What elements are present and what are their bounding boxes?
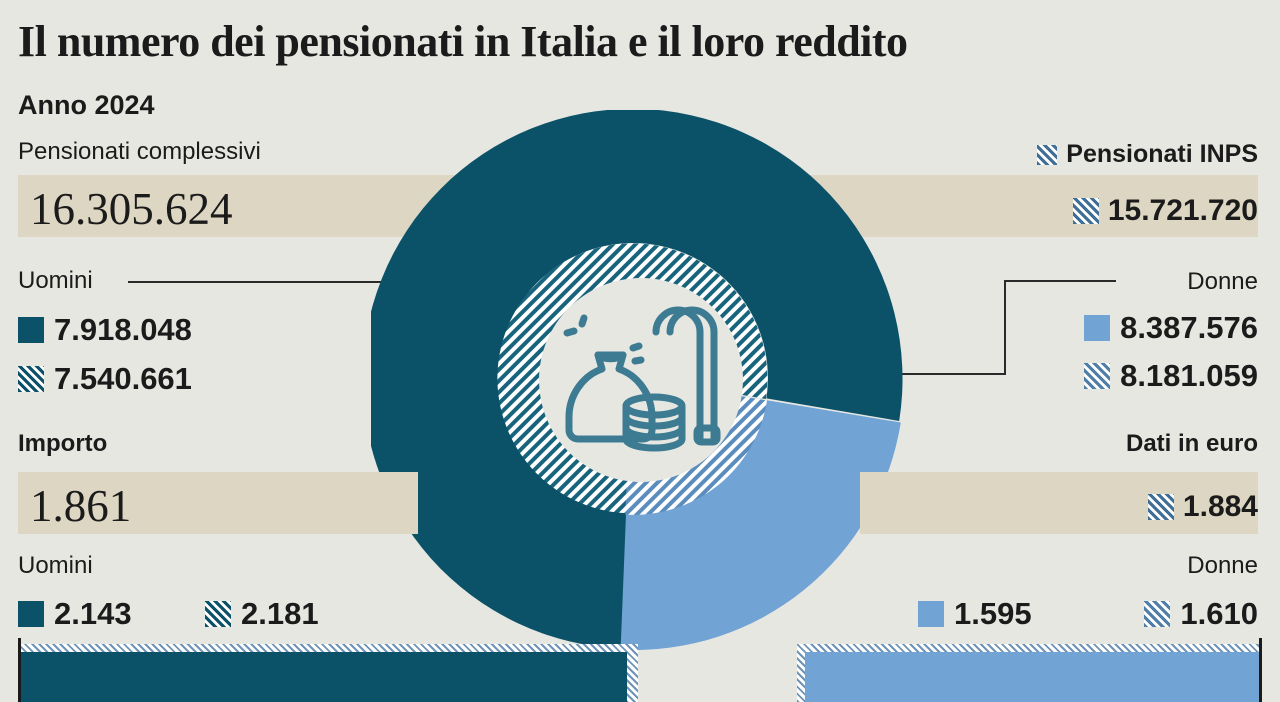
women-solid-swatch-icon [918,601,944,627]
amount-women-label: Donne [1187,552,1258,579]
amount-men-inps-row: 2.181 [205,596,319,632]
count-men-all-row: 7.918.048 [18,312,192,348]
page-title: Il numero dei pensionati in Italia e il … [18,17,908,66]
amount-women-bar-baseline-tick [1259,638,1262,702]
amount-women-inps-value: 1.610 [1180,596,1258,631]
amount-men-inps-value: 2.181 [241,596,319,631]
money-bag-and-cane-icon [563,306,721,452]
amount-total-band-left [18,472,418,534]
leader-line-men [128,281,428,283]
count-men-inps-value: 7.540.661 [54,361,192,396]
men-solid-swatch-icon [18,317,44,343]
count-women-inps-value: 8.181.059 [1120,358,1258,393]
women-solid-swatch-icon [1084,315,1111,341]
count-women-all-row: 8.387.576 [1084,310,1258,346]
legend-pensionati-inps-label: Pensionati INPS [1066,140,1258,168]
hatch-swatch-icon [1037,144,1058,165]
count-total-inps-value: 15.721.720 [1107,194,1258,227]
amount-men-label: Uomini [18,552,93,579]
amount-men-bar-all [18,652,627,702]
women-hatch-swatch-icon [1084,363,1111,389]
donut-outer-women-slice [620,400,901,650]
donut-outer-men-slice [371,110,903,649]
amount-women-bar-group [797,638,1262,702]
men-solid-swatch-icon [18,601,44,627]
count-women-label: Donne [1187,268,1258,295]
amount-total-band-right [860,472,1258,534]
donut-outer-ring [371,110,903,650]
leader-line-women [862,280,1116,375]
count-total-band-left [18,175,480,237]
hatch-swatch-icon [1147,494,1174,520]
women-hatch-swatch-icon [1144,601,1171,627]
amount-men-all-row: 2.143 [18,596,132,632]
hatch-swatch-icon [1072,198,1099,224]
count-women-inps-row: 8.181.059 [1084,358,1258,394]
amount-men-all-value: 2.143 [54,596,132,631]
count-women-all-value: 8.387.576 [1120,310,1258,345]
amount-women-all-row: 1.595 [918,596,1032,632]
amount-women-inps-row: 1.610 [1144,596,1258,632]
count-men-label: Uomini [18,267,93,294]
count-men-all-value: 7.918.048 [54,312,192,347]
amount-men-bar-baseline-tick [18,638,21,702]
legend-pensionati-inps: Pensionati INPS [1037,140,1258,169]
section-label-dati-in-euro: Dati in euro [1125,430,1258,457]
pensionati-donut-chart [371,110,903,650]
amount-women-all-value: 1.595 [954,596,1032,631]
amount-total-all-value: 1.861 [30,481,132,531]
count-total-all-value: 16.305.624 [30,184,233,234]
amount-women-bar-all [805,652,1262,702]
men-hatch-swatch-icon [18,366,44,392]
amount-total-inps: 1.884 [1147,490,1258,524]
amount-total-inps-value: 1.884 [1182,490,1258,523]
count-men-inps-row: 7.540.661 [18,361,192,397]
men-hatch-swatch-icon [205,601,231,627]
section-label-importo: Importo [18,430,108,457]
amount-men-bar-group [18,638,638,702]
section-label-pensionati-complessivi: Pensionati complessivi [18,138,261,165]
count-total-inps: 15.721.720 [1072,194,1258,228]
count-total-band-right [800,175,1258,237]
page-subtitle: Anno 2024 [18,90,155,120]
